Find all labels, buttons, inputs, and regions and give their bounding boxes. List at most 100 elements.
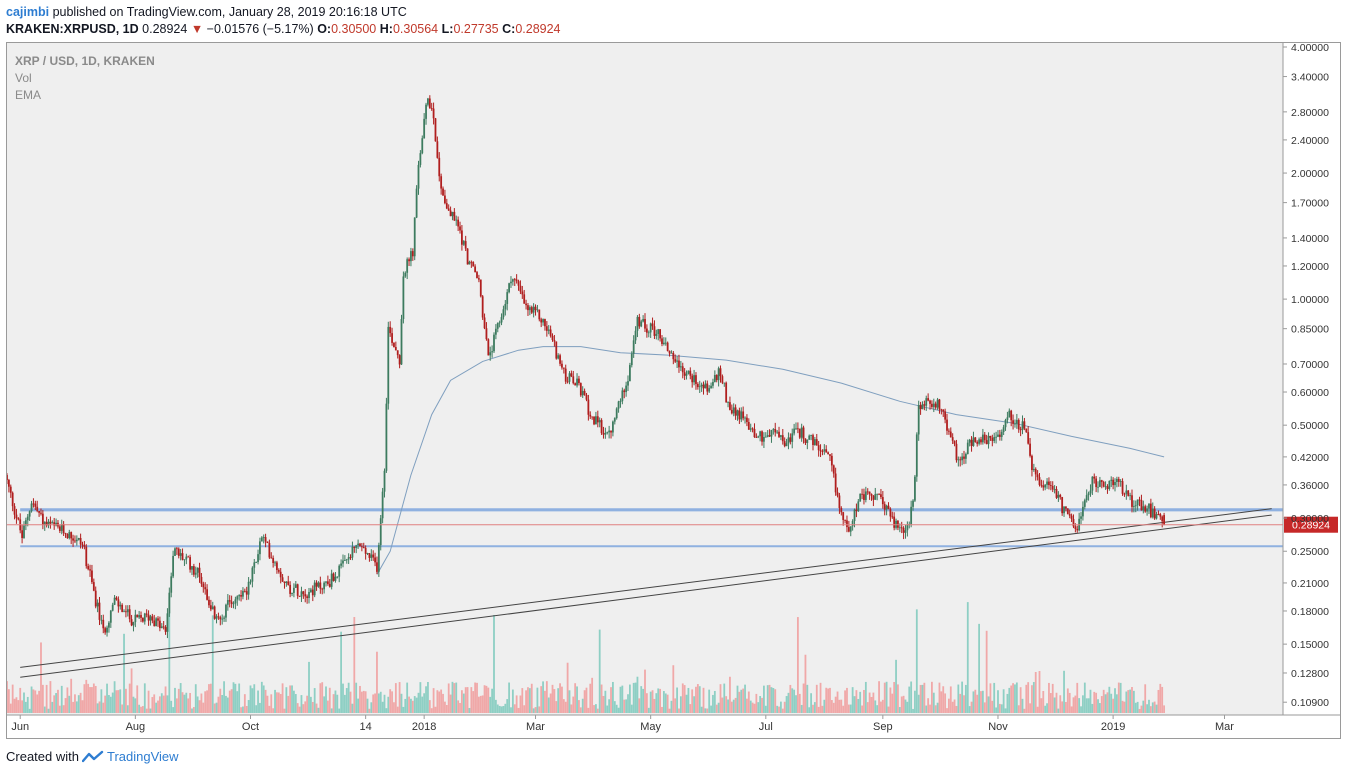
candle-body: [615, 408, 618, 419]
author-link[interactable]: cajimbi: [6, 5, 50, 19]
volume-bar: [421, 696, 424, 713]
candle-body: [455, 219, 458, 221]
volume-bar: [929, 704, 931, 713]
volume-bar: [781, 708, 784, 713]
volume-bar: [140, 706, 142, 713]
candle-body: [1051, 485, 1054, 490]
volume-bar: [1148, 699, 1150, 713]
volume-bar: [1155, 704, 1158, 713]
price-chart[interactable]: 0.28924 4.00000 3.40000 2.80000 2.40000 2.00…: [7, 43, 1340, 738]
volume-bar: [92, 683, 95, 713]
candle-body: [638, 316, 641, 327]
candle-body: [778, 431, 780, 437]
volume-bar: [640, 686, 643, 713]
tradingview-link[interactable]: TradingView: [106, 749, 179, 764]
candle-body: [372, 554, 375, 558]
candle-body: [559, 355, 561, 364]
volume-bar: [391, 691, 393, 713]
volume-bar: [162, 695, 165, 713]
candle-body: [636, 316, 639, 331]
volume-bar: [838, 699, 841, 713]
candle-body: [627, 381, 629, 386]
time-axis[interactable]: Jun Aug Oct 14 2018 Mar May Jul Sep Nov 2019 Mar: [11, 715, 1234, 733]
volume-bar: [419, 682, 422, 713]
candle-body: [604, 432, 607, 435]
price-axis[interactable]: 4.00000 3.40000 2.80000 2.40000 2.00000 1.700…: [1283, 43, 1329, 709]
candle-body: [189, 557, 191, 570]
chart-frame[interactable]: 0.28924 4.00000 3.40000 2.80000 2.40000 2.00…: [6, 42, 1341, 739]
volume-bar: [410, 698, 412, 713]
volume-bar: [689, 704, 692, 713]
volume-bar: [123, 633, 125, 713]
candle-body: [921, 404, 924, 410]
candle-body: [910, 506, 913, 525]
volume-bar: [914, 690, 916, 713]
last-price: 0.28924: [142, 22, 188, 36]
volume-bar: [840, 699, 843, 713]
candle-body: [364, 547, 367, 554]
candle-body: [1138, 499, 1141, 501]
candle-body: [1029, 443, 1031, 456]
candle-body: [393, 342, 395, 348]
candle-body: [936, 399, 939, 408]
volume-bar: [708, 689, 711, 713]
volume-bar: [1132, 690, 1135, 713]
candle-body: [1115, 478, 1118, 483]
legend-vol: Vol: [15, 71, 32, 85]
volume-bar: [102, 702, 105, 713]
candle-body: [581, 390, 584, 396]
candle-body: [449, 210, 452, 217]
volume-bar: [749, 700, 752, 713]
volume-bar: [1112, 698, 1115, 713]
volume-bar: [815, 684, 818, 713]
candle-body: [259, 541, 261, 555]
candle-body: [846, 520, 848, 528]
volume-bar: [238, 683, 241, 713]
candle-body: [940, 409, 943, 411]
volume-bar: [249, 685, 252, 713]
candle-body: [795, 428, 797, 430]
volume-bar: [411, 700, 414, 713]
candle-body: [428, 98, 431, 108]
candle-body: [1149, 503, 1152, 518]
volume-bar: [321, 682, 324, 713]
volume-bar: [60, 685, 63, 713]
volume-bar: [477, 696, 480, 713]
volume-bar: [742, 688, 745, 713]
volume-bar: [827, 688, 829, 713]
candle-body: [698, 386, 701, 388]
volume-bar: [810, 693, 813, 713]
candle-body: [644, 318, 646, 329]
candle-body: [313, 582, 316, 596]
candle-body: [355, 545, 358, 548]
candle-body: [1146, 508, 1148, 512]
candle-body: [593, 416, 595, 425]
volume-bar: [1138, 708, 1141, 713]
candle-body: [304, 594, 307, 597]
candle-body: [868, 491, 871, 494]
volume-bar: [191, 708, 193, 713]
candle-body: [966, 442, 969, 454]
volume-bar: [636, 676, 639, 713]
volume-bar: [893, 682, 896, 713]
candle-body: [255, 562, 258, 563]
price-tick-label: 0.50000: [1291, 420, 1329, 432]
volume-bar: [126, 705, 129, 713]
candle-body: [164, 627, 167, 632]
volume-bar: [32, 689, 35, 713]
candle-body: [55, 522, 57, 526]
volume-bar: [651, 690, 654, 713]
candle-body: [508, 283, 510, 293]
volume-bar: [100, 689, 103, 713]
candle-body: [343, 560, 346, 561]
volume-bar: [972, 691, 975, 713]
candle-body: [530, 307, 533, 313]
volume-bar: [744, 684, 746, 713]
candle-body: [23, 525, 25, 539]
volume-bar: [1008, 687, 1011, 713]
volume-bar: [470, 687, 473, 713]
candle-body: [1083, 500, 1086, 507]
volume-bar: [1027, 682, 1030, 713]
volume-bar: [313, 688, 316, 713]
candle-body: [175, 548, 178, 550]
